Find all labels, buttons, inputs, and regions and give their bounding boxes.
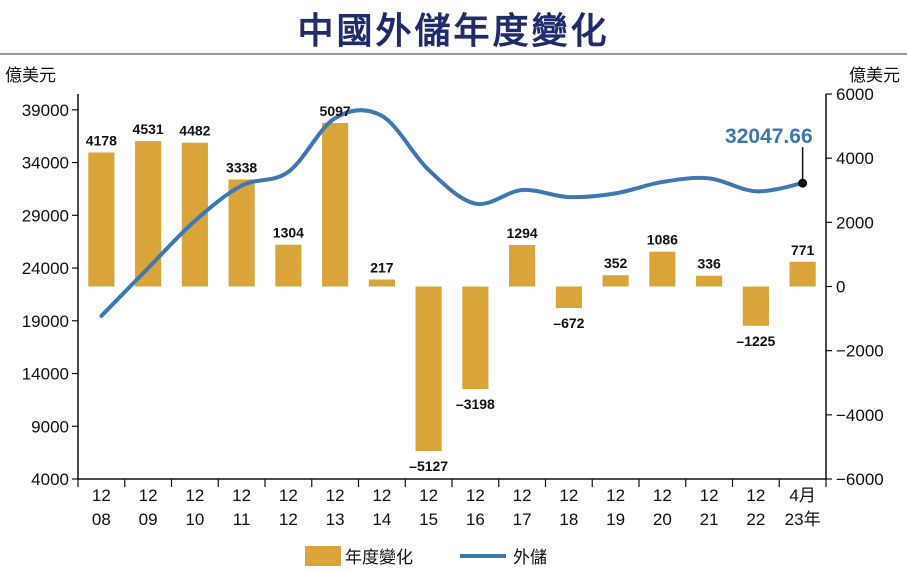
legend: 年度變化 外儲 [305, 546, 547, 568]
legend-bar-swatch [305, 546, 341, 566]
right-axis-unit: 億美元 [849, 66, 900, 86]
x-tick-label: 12 [232, 486, 251, 505]
right-tick-label: −6000 [836, 470, 884, 489]
bar-value-label: 1294 [507, 225, 538, 241]
bar [602, 275, 629, 287]
labels: 4178 4531 4482 3338 1304 5097 217 –5127 –3198 129… [86, 103, 815, 474]
bar [228, 179, 255, 287]
right-tick-label: 6000 [836, 85, 874, 104]
x-tick-label: 12 [746, 486, 765, 505]
reserve-line [99, 108, 805, 318]
x-tick-label: 11 [233, 510, 251, 529]
x-tick-label: 10 [185, 510, 204, 529]
bar-value-label: 217 [370, 260, 394, 276]
right-tick-label: 0 [836, 278, 845, 297]
bar [275, 244, 302, 287]
bar-value-label: 1304 [273, 225, 304, 241]
left-tick-label: 19000 [22, 312, 69, 331]
x-tick-label: 23年 [785, 510, 821, 529]
bar-value-label: 4178 [86, 132, 117, 148]
x-tick-label: 09 [139, 510, 158, 529]
left-tick-label: 39000 [22, 101, 69, 120]
bar-value-label: –3198 [456, 396, 495, 412]
bar-value-label: –672 [553, 315, 584, 331]
x-tick-label: 4月 [789, 486, 815, 505]
x-tick-label: 12 [466, 486, 485, 505]
left-tick-label: 24000 [22, 259, 69, 278]
bar-value-label: 4482 [179, 123, 210, 139]
x-tick-label: 12 [513, 486, 532, 505]
x-tick-label: 14 [372, 510, 391, 529]
bar [742, 286, 769, 326]
x-tick-label: 20 [653, 510, 672, 529]
legend-line-label: 外儲 [513, 548, 547, 568]
x-tick-label: 12 [139, 486, 158, 505]
bar-value-label: 336 [697, 256, 721, 272]
bar-value-label: 4531 [133, 121, 164, 137]
x-tick-label: 12 [185, 486, 204, 505]
x-tick-label: 08 [92, 510, 111, 529]
line-series [99, 108, 808, 318]
x-tick-label: 12 [419, 486, 438, 505]
x-tick-label: 18 [559, 510, 578, 529]
x-tick-label: 13 [326, 510, 345, 529]
bar-value-label: 3338 [226, 159, 257, 175]
chart-title: 中國外儲年度變化 [297, 11, 610, 52]
bar-value-label: –1225 [736, 333, 775, 349]
left-tick-label: 14000 [22, 365, 69, 384]
right-tick-label: 2000 [836, 213, 874, 232]
x-tick-label: 12 [559, 486, 578, 505]
x-tick-label: 15 [419, 510, 438, 529]
bar-value-label: 5097 [320, 103, 351, 119]
legend-bar-label: 年度變化 [345, 548, 413, 568]
x-tick-label: 12 [279, 486, 298, 505]
bar [649, 251, 676, 287]
bar-series [88, 122, 816, 451]
bar [322, 122, 349, 287]
x-tick-label: 21 [700, 510, 719, 529]
right-tick-label: −4000 [836, 406, 884, 425]
x-tick-label: 12 [653, 486, 672, 505]
right-tick-label: 4000 [836, 149, 874, 168]
end-value-label: 32047.66 [725, 125, 813, 148]
bar [135, 141, 162, 287]
axes: 4000 9000 14000 19000 24000 29000 34000 39000 60… [5, 66, 900, 529]
bar-value-label: 771 [791, 242, 815, 258]
x-tick-label: 12 [606, 486, 625, 505]
bar-value-label: –5127 [409, 458, 448, 474]
x-tick-label: 12 [92, 486, 111, 505]
left-tick-label: 9000 [31, 417, 69, 436]
x-tick-label: 12 [700, 486, 719, 505]
x-tick-label: 12 [372, 486, 391, 505]
bar [789, 261, 816, 287]
bar [696, 275, 723, 287]
left-tick-label: 34000 [22, 154, 69, 173]
bar-value-label: 352 [604, 255, 628, 271]
x-tick-label: 19 [606, 510, 625, 529]
x-tick-label: 22 [746, 510, 765, 529]
bar [88, 152, 115, 287]
bar [368, 279, 395, 287]
bar [415, 286, 442, 451]
left-tick-label: 29000 [22, 206, 69, 225]
right-tick-label: −2000 [836, 342, 884, 361]
left-axis-unit: 億美元 [5, 66, 56, 86]
x-tick-label: 12 [279, 510, 298, 529]
end-point-marker [798, 178, 808, 188]
bar [462, 286, 489, 390]
x-tick-label: 12 [326, 486, 345, 505]
bar-value-label: 1086 [647, 232, 678, 248]
x-tick-label: 17 [513, 510, 532, 529]
bar [555, 286, 582, 309]
x-tick-label: 16 [466, 510, 485, 529]
bar [509, 244, 536, 287]
left-tick-label: 4000 [31, 470, 69, 489]
